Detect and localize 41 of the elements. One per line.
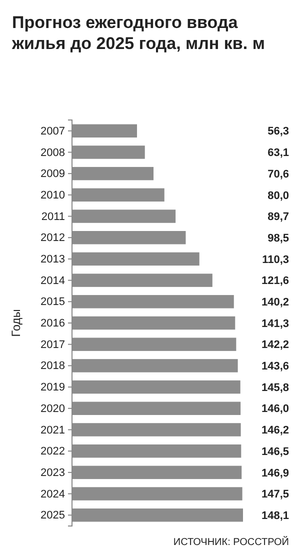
y-tick-label: 2018	[40, 360, 65, 372]
y-tick-label: 2022	[40, 446, 65, 458]
y-tick-label: 2023	[40, 466, 65, 479]
data-label: 146,2	[261, 424, 289, 437]
y-tick-label: 2017	[40, 338, 65, 351]
y-tick-label: 2025	[40, 510, 65, 522]
data-label: 147,5	[261, 488, 289, 501]
data-label: 63,1	[268, 147, 289, 160]
y-tick-label: 2024	[40, 488, 65, 500]
data-label: 70,6	[268, 168, 289, 180]
data-label: 110,3	[262, 254, 289, 266]
y-tick-label: 2011	[41, 210, 65, 223]
y-tick-label: 2019	[40, 382, 65, 394]
data-label: 140,2	[261, 296, 289, 309]
y-tick-label: 2012	[40, 232, 65, 244]
y-tick-label: 2014	[40, 274, 65, 287]
y-tick-label: 2009	[40, 168, 65, 180]
data-label: 121,6	[261, 275, 289, 288]
data-label: 148,1	[261, 510, 289, 522]
y-tick-label: 2016	[40, 318, 65, 330]
data-label: 146,9	[261, 467, 289, 480]
y-tick-label: 2020	[40, 402, 65, 415]
y-axis-title: Годы	[9, 309, 23, 337]
y-tick-label: 2010	[40, 189, 65, 202]
y-tick-label: 2007	[40, 125, 65, 138]
data-label: 141,3	[261, 318, 289, 330]
data-label: 80,0	[268, 190, 289, 202]
y-tick-label: 2021	[40, 424, 65, 436]
data-label: 143,6	[261, 360, 289, 373]
text: ИСТОЧНИК: РОССТРОЙ	[173, 535, 289, 548]
data-label: 89,7	[268, 211, 289, 224]
y-tick-label: 2013	[40, 253, 65, 266]
y-tick-label: 2015	[40, 296, 65, 308]
data-label: 146,5	[261, 446, 289, 458]
chart-title: Прогноз ежегодного ввода жилья до 2025 года, млн кв. м	[11, 13, 265, 53]
data-label: 98,5	[268, 232, 289, 244]
data-label: 56,3	[268, 126, 289, 138]
data-label: 142,2	[261, 339, 289, 352]
y-tick-label: 2008	[40, 146, 65, 159]
data-label: 146,0	[261, 403, 289, 416]
data-label: 145,8	[261, 382, 289, 394]
